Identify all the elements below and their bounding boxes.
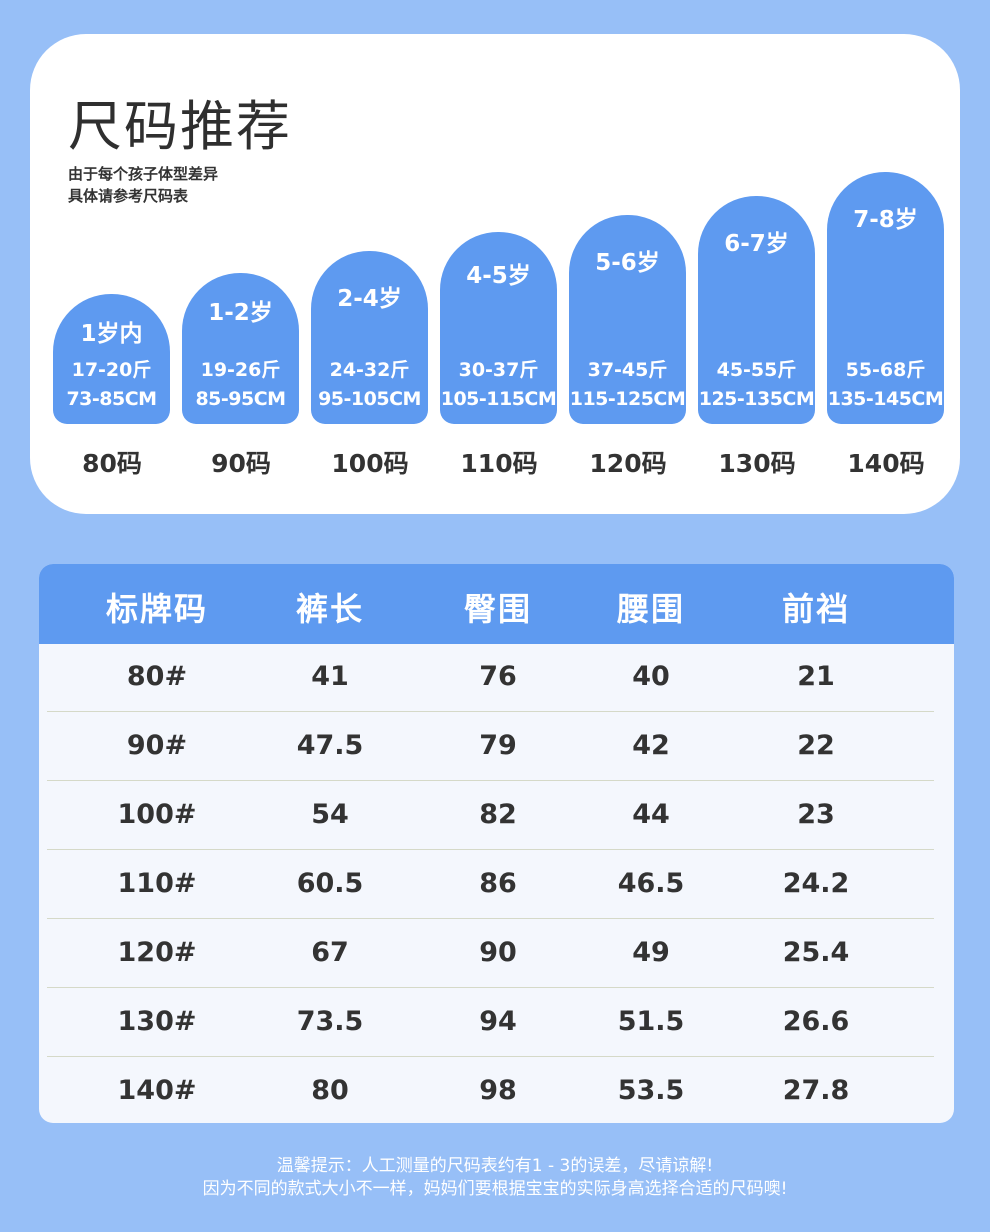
age-label: 5-6岁 xyxy=(595,250,660,276)
weight-range: 37-45斤 xyxy=(587,359,668,381)
cell-waist: 44 xyxy=(632,799,670,830)
size-chart-table: 标牌码 裤长 臀围 腰围 前裆 80# 41 76 40 21 90# 47.5… xyxy=(39,564,954,1123)
cell-waist: 53.5 xyxy=(617,1075,685,1106)
weight-range: 45-55斤 xyxy=(716,359,797,381)
height-range: 115-125CM xyxy=(569,388,686,410)
size-label-110: 110码 xyxy=(460,449,538,478)
size-arch-80: 1岁内 17-20斤 73-85CM xyxy=(53,294,170,424)
age-label: 6-7岁 xyxy=(724,231,789,257)
cell-tag-size: 90# xyxy=(126,730,188,761)
cell-waist: 46.5 xyxy=(617,868,685,899)
cell-tag-size: 100# xyxy=(117,799,197,830)
weight-range: 17-20斤 xyxy=(71,359,152,381)
header-tag-size: 标牌码 xyxy=(105,590,208,628)
table-row: 130# 73.5 94 51.5 26.6 xyxy=(39,988,954,1057)
size-label-140: 140码 xyxy=(847,449,925,478)
cell-front-rise: 27.8 xyxy=(782,1075,850,1106)
age-label: 1-2岁 xyxy=(208,300,273,326)
row-divider xyxy=(47,918,934,919)
height-range: 105-115CM xyxy=(440,388,557,410)
cell-front-rise: 22 xyxy=(797,730,835,761)
height-range: 125-135CM xyxy=(698,388,815,410)
tip-note-line-1: 温馨提示：人工测量的尺码表约有1 - 3的误差，尽请谅解! xyxy=(276,1156,714,1176)
cell-front-rise: 23 xyxy=(797,799,835,830)
subtitle: 由于每个孩子体型差异 具体请参考尺码表 xyxy=(68,163,218,207)
height-range: 73-85CM xyxy=(66,388,157,410)
row-divider xyxy=(47,987,934,988)
row-divider xyxy=(47,711,934,712)
header-front-rise: 前裆 xyxy=(781,590,850,628)
cell-hip: 79 xyxy=(479,730,517,761)
table-row: 90# 47.5 79 42 22 xyxy=(39,712,954,781)
weight-range: 24-32斤 xyxy=(329,359,410,381)
header-pants-length: 裤长 xyxy=(295,590,364,628)
cell-front-rise: 26.6 xyxy=(782,1006,850,1037)
size-label-120: 120码 xyxy=(589,449,667,478)
size-arch-90: 1-2岁 19-26斤 85-95CM xyxy=(182,273,299,424)
weight-range: 30-37斤 xyxy=(458,359,539,381)
size-label-100: 100码 xyxy=(331,449,409,478)
subtitle-line-2: 具体请参考尺码表 xyxy=(68,187,189,205)
height-range: 85-95CM xyxy=(195,388,286,410)
age-label: 1岁内 xyxy=(80,321,143,347)
cell-pants-length: 67 xyxy=(311,937,349,968)
page-title: 尺码推荐 xyxy=(68,95,292,158)
size-arch-130: 6-7岁 45-55斤 125-135CM xyxy=(698,196,815,424)
size-arch-100: 2-4岁 24-32斤 95-105CM xyxy=(311,251,428,424)
cell-tag-size: 140# xyxy=(117,1075,197,1106)
height-range: 95-105CM xyxy=(318,388,421,410)
table-row: 140# 80 98 53.5 27.8 xyxy=(39,1057,954,1123)
cell-tag-size: 80# xyxy=(126,661,188,692)
height-range: 135-145CM xyxy=(827,388,944,410)
row-divider xyxy=(47,780,934,781)
cell-hip: 94 xyxy=(479,1006,517,1037)
cell-tag-size: 130# xyxy=(117,1006,197,1037)
row-divider xyxy=(47,1056,934,1057)
cell-pants-length: 54 xyxy=(311,799,349,830)
row-divider xyxy=(47,849,934,850)
weight-range: 55-68斤 xyxy=(845,359,926,381)
cell-pants-length: 80 xyxy=(311,1075,349,1106)
size-label-130: 130码 xyxy=(718,449,796,478)
table-header: 标牌码 裤长 臀围 腰围 前裆 xyxy=(39,564,954,644)
cell-front-rise: 24.2 xyxy=(782,868,850,899)
cell-waist: 42 xyxy=(632,730,670,761)
cell-hip: 86 xyxy=(479,868,517,899)
cell-tag-size: 110# xyxy=(117,868,197,899)
header-waist: 腰围 xyxy=(616,590,685,628)
cell-pants-length: 41 xyxy=(311,661,349,692)
size-label-80: 80码 xyxy=(82,449,142,478)
table-row: 100# 54 82 44 23 xyxy=(39,781,954,850)
size-arch-110: 4-5岁 30-37斤 105-115CM xyxy=(440,232,557,424)
size-arch-120: 5-6岁 37-45斤 115-125CM xyxy=(569,215,686,424)
cell-hip: 82 xyxy=(479,799,517,830)
table-row: 80# 41 76 40 21 xyxy=(39,643,954,712)
age-label: 2-4岁 xyxy=(337,286,402,312)
cell-waist: 51.5 xyxy=(617,1006,685,1037)
cell-waist: 40 xyxy=(632,661,670,692)
cell-pants-length: 60.5 xyxy=(296,868,364,899)
cell-hip: 90 xyxy=(479,937,517,968)
weight-range: 19-26斤 xyxy=(200,359,281,381)
size-arch-140: 7-8岁 55-68斤 135-145CM xyxy=(827,172,944,424)
cell-waist: 49 xyxy=(632,937,670,968)
age-label: 4-5岁 xyxy=(466,263,531,289)
subtitle-line-1: 由于每个孩子体型差异 xyxy=(68,165,219,183)
table-row: 110# 60.5 86 46.5 24.2 xyxy=(39,850,954,919)
cell-tag-size: 120# xyxy=(117,937,197,968)
tip-note-line-2: 因为不同的款式大小不一样，妈妈们要根据宝宝的实际身高选择合适的尺码噢! xyxy=(202,1179,788,1199)
cell-pants-length: 47.5 xyxy=(296,730,364,761)
table-row: 120# 67 90 49 25.4 xyxy=(39,919,954,988)
cell-front-rise: 25.4 xyxy=(782,937,850,968)
cell-hip: 76 xyxy=(479,661,517,692)
size-label-90: 90码 xyxy=(211,449,271,478)
cell-pants-length: 73.5 xyxy=(296,1006,364,1037)
cell-front-rise: 21 xyxy=(797,661,835,692)
header-hip: 臀围 xyxy=(463,590,532,628)
cell-hip: 98 xyxy=(479,1075,517,1106)
age-label: 7-8岁 xyxy=(853,207,918,233)
